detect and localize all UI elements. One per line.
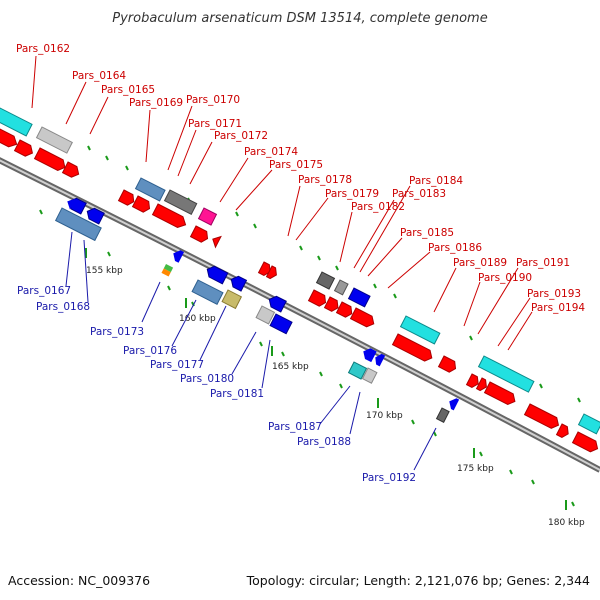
gene-pars-0188: [361, 367, 378, 384]
gene-label: Pars_0188: [297, 436, 351, 448]
gene-label: Pars_0179: [325, 188, 379, 200]
gene-label: Pars_0184: [409, 175, 463, 187]
gene-label: Pars_0174: [244, 146, 298, 158]
gene-label: Pars_0189: [453, 257, 507, 269]
gene-label: Pars_0172: [214, 130, 268, 142]
scale-ticks: [9, 134, 581, 510]
gene-pars-0189: [399, 315, 441, 345]
gene-label: Pars_0164: [72, 70, 126, 82]
gene-label: Pars_0165: [101, 84, 155, 96]
topology-text: Topology: circular; Length: 2,121,076 bp…: [246, 573, 590, 588]
gene-pars-0180: [255, 305, 276, 325]
gene-pars-0174: [197, 207, 218, 226]
gene-label: Pars_0182: [351, 201, 405, 213]
forward-gene-labels: Pars_0162 Pars_0164 Pars_0165 Pars_0169 …: [16, 43, 585, 314]
kbp-label: 160 kbp: [179, 314, 216, 324]
gene-pars-0169: [134, 177, 166, 202]
kbp-label: 170 kbp: [366, 411, 403, 421]
reverse-gene-labels: Pars_0167 Pars_0168 Pars_0173 Pars_0176 …: [17, 285, 416, 484]
kbp-label: 155 kbp: [86, 266, 123, 276]
gene-label: Pars_0192: [362, 472, 416, 484]
gene-pars-0167: [54, 207, 102, 242]
gene-label: Pars_0162: [16, 43, 70, 55]
gene-pars-0181: [269, 313, 293, 335]
kbp-label: 165 kbp: [272, 362, 309, 372]
gene-pars-0187: [347, 361, 368, 380]
kbp-label: 180 kbp: [548, 518, 585, 528]
gene-pars-0170: [163, 189, 198, 215]
gene-pars-0184: [347, 287, 371, 308]
gene-label: Pars_0177: [150, 359, 204, 371]
gene-pars-0173: [161, 264, 174, 277]
kbp-label: 175 kbp: [457, 464, 494, 474]
gene-label: Pars_0193: [527, 288, 581, 300]
gene-label: Pars_0180: [180, 373, 234, 385]
gene-label: Pars_0170: [186, 94, 240, 106]
gene-pars-0162: [0, 107, 33, 137]
gene-pars-0192: [435, 407, 450, 423]
gene-label: Pars_0194: [531, 302, 585, 314]
gene-label: Pars_0183: [392, 188, 446, 200]
gene-pars-0176: [191, 279, 224, 305]
gene-label: Pars_0190: [478, 272, 532, 284]
reverse-genes: [54, 197, 460, 423]
accession-text: Accession: NC_009376: [8, 573, 150, 588]
gene-label: Pars_0191: [516, 257, 570, 269]
gene-label: Pars_0167: [17, 285, 71, 297]
gene-label: Pars_0169: [129, 97, 183, 109]
gene-label: Pars_0173: [90, 326, 144, 338]
leader-lines: [31, 55, 533, 471]
gene-label: Pars_0168: [36, 301, 90, 313]
kbp-labels: 155 kbp 160 kbp 165 kbp 170 kbp 175 kbp …: [86, 266, 585, 528]
gene-pars-0182: [315, 271, 336, 290]
figure-title: Pyrobaculum arsenaticum DSM 13514, compl…: [112, 11, 487, 26]
gene-label: Pars_0171: [188, 118, 242, 130]
gene-pars-0164: [35, 126, 73, 154]
gene-label: Pars_0175: [269, 159, 323, 171]
gene-label: Pars_0185: [400, 227, 454, 239]
gene-label: Pars_0181: [210, 388, 264, 400]
gene-label: Pars_0187: [268, 421, 322, 433]
gene-label: Pars_0186: [428, 242, 482, 254]
gene-pars-0177: [221, 289, 243, 310]
gene-label: Pars_0178: [298, 174, 352, 186]
forward-genes: [0, 107, 600, 453]
gene-pars-0193: [477, 355, 535, 393]
gene-pars-0183: [333, 279, 349, 296]
gene-label: Pars_0176: [123, 345, 177, 357]
